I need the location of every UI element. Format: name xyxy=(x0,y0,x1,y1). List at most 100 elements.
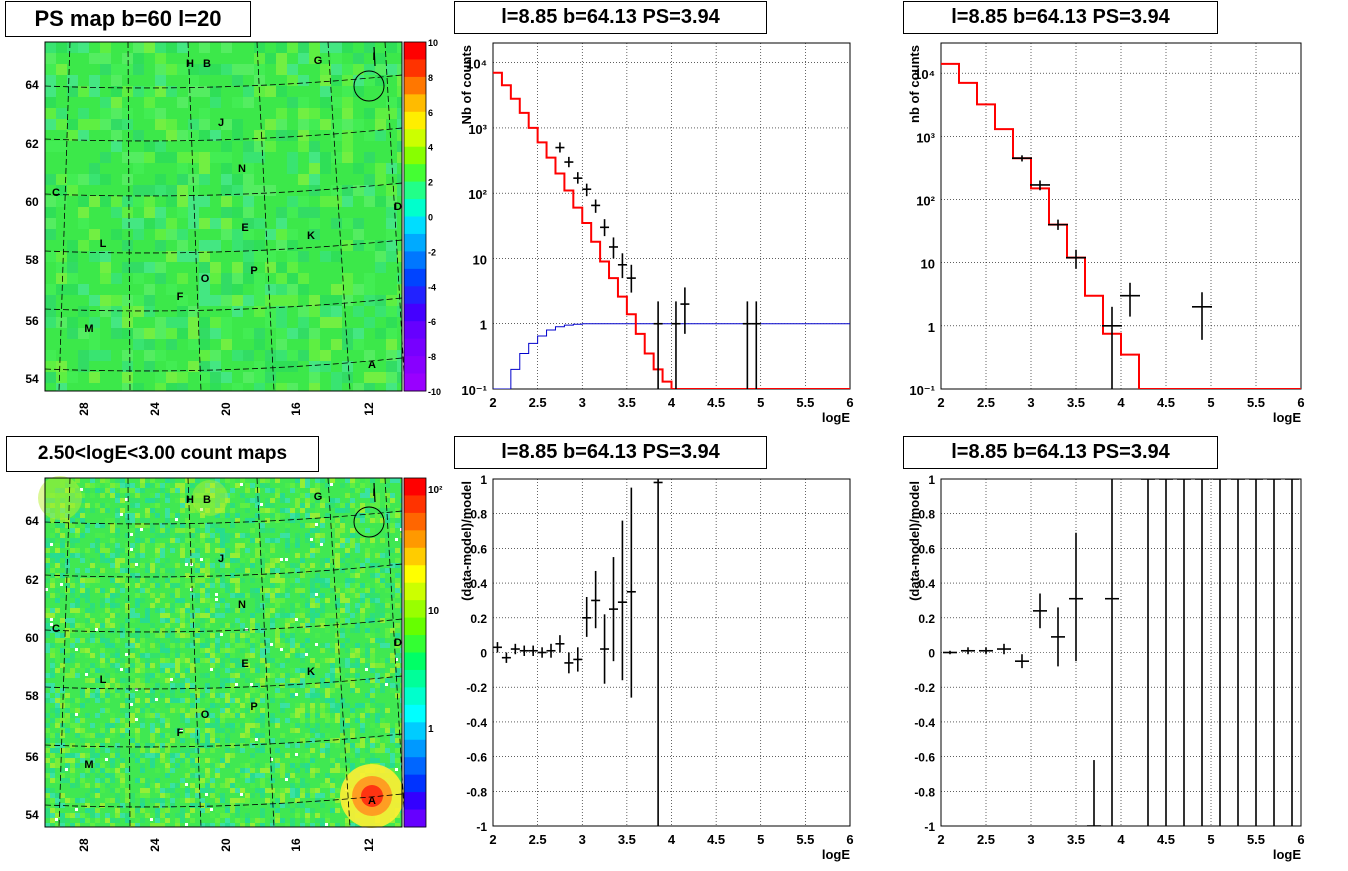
ps-map-pixel xyxy=(320,306,331,317)
count-map-pixel xyxy=(195,613,200,618)
ps-map-pixel xyxy=(89,86,100,97)
ps-map-pixel xyxy=(111,141,122,152)
count-map-pixel xyxy=(225,668,230,673)
ps-map-pixel xyxy=(243,251,254,262)
ps-map-pixel xyxy=(221,284,232,295)
ps-map-colorbar-cell xyxy=(404,338,426,357)
count-map-pixel xyxy=(230,533,235,538)
count-map-pixel xyxy=(265,568,270,573)
count-map-pixel xyxy=(265,488,270,493)
count-map-pixel xyxy=(235,483,240,488)
count-map-pixel xyxy=(75,763,80,768)
ps-map-pixel xyxy=(133,295,144,306)
count-map-pixel xyxy=(280,673,285,678)
count-map-pixel xyxy=(365,503,370,508)
count-map-pixel xyxy=(210,668,213,671)
count-map-pixel xyxy=(300,483,305,488)
ps-map-pixel xyxy=(375,53,386,64)
count-map-pixel xyxy=(130,693,135,698)
count-map-pixel xyxy=(340,508,345,513)
count-map-pixel xyxy=(225,643,230,648)
count-map-pixel xyxy=(205,608,210,613)
count-map-pixel xyxy=(240,578,245,583)
count-map-pixel xyxy=(320,793,325,798)
count-map-pixel xyxy=(245,698,250,703)
count-map-pixel xyxy=(70,778,75,783)
count-map-pixel xyxy=(395,508,400,513)
ps-map-pixel xyxy=(309,339,320,350)
count-map-pixel xyxy=(190,588,193,591)
ps-map-pixel xyxy=(166,64,177,75)
ps-map-y-tick: 54 xyxy=(25,372,39,386)
ps-map-pixel xyxy=(67,273,78,284)
count-map-pixel xyxy=(180,553,185,558)
count-map-pixel xyxy=(215,653,220,658)
ps-map-pixel xyxy=(243,64,254,75)
count-map-pixel xyxy=(365,548,370,553)
count-map-pixel xyxy=(70,608,75,613)
count-map-pixel xyxy=(50,568,55,573)
count-map-pixel xyxy=(290,518,295,523)
count-map-pixel xyxy=(50,748,55,753)
count-map-pixel xyxy=(105,658,110,663)
count-map-pixel xyxy=(95,588,100,593)
count-map-pixel xyxy=(195,628,200,633)
ps-map-pixel xyxy=(386,218,397,229)
count-map-pixel xyxy=(205,523,210,528)
ps-map-pixel xyxy=(155,141,166,152)
ps-map-pixel xyxy=(221,295,232,306)
count-map-pixel xyxy=(305,713,310,718)
count-map-pixel xyxy=(275,598,280,603)
ps-map-pixel xyxy=(177,152,188,163)
ps-map-source-label: J xyxy=(218,117,224,129)
count-map-pixel xyxy=(320,703,325,708)
count-map-pixel xyxy=(250,593,255,598)
count-map-pixel xyxy=(300,643,305,648)
spectrum_left-x-tick-label: 3.5 xyxy=(618,395,636,410)
count-map-pixel xyxy=(70,698,75,703)
count-map-pixel xyxy=(80,783,85,788)
count-map-pixel xyxy=(260,478,265,483)
count-map-pixel xyxy=(145,618,150,623)
ps-map-pixel xyxy=(199,130,210,141)
count-map-pixel xyxy=(290,773,295,778)
ps-map-pixel xyxy=(122,196,133,207)
count-map-pixel xyxy=(285,613,290,618)
count-map-pixel xyxy=(375,563,380,568)
count-map-pixel xyxy=(245,728,250,733)
count-map-pixel xyxy=(110,733,115,738)
count-map-pixel xyxy=(345,678,350,683)
count-map-pixel xyxy=(60,793,65,798)
count-map-y-tick: 58 xyxy=(25,689,39,703)
count-map-pixel xyxy=(240,723,245,728)
count-map-pixel xyxy=(150,783,155,788)
count-map-pixel xyxy=(175,618,180,623)
count-map-pixel xyxy=(320,783,325,788)
count-map-pixel xyxy=(80,588,85,593)
count-map-pixel xyxy=(215,658,220,663)
count-map-pixel xyxy=(100,633,105,638)
count-map-pixel xyxy=(240,478,245,483)
ps-map-pixel xyxy=(199,262,210,273)
count-map-pixel xyxy=(310,788,315,793)
count-map-pixel xyxy=(285,628,290,633)
count-map-pixel xyxy=(90,753,95,758)
count-map-pixel xyxy=(345,608,350,613)
count-map-pixel xyxy=(50,798,55,803)
count-map-pixel xyxy=(55,533,60,538)
count-map-pixel xyxy=(270,758,273,761)
count-map-pixel xyxy=(390,523,395,528)
count-map-pixel xyxy=(335,533,340,538)
count-map-pixel xyxy=(295,778,300,783)
ps-map-pixel xyxy=(221,185,232,196)
ps-map-pixel xyxy=(298,306,309,317)
count-map-pixel xyxy=(50,673,55,678)
count-map-pixel xyxy=(285,803,290,808)
count-map-pixel xyxy=(235,643,240,648)
count-map-pixel xyxy=(255,698,260,703)
count-map-pixel xyxy=(165,613,170,618)
count-map-pixel xyxy=(285,533,290,538)
residual_right-y-tick-label: -0.2 xyxy=(914,681,935,695)
count-map-pixel xyxy=(180,483,185,488)
count-map-pixel xyxy=(200,733,205,738)
